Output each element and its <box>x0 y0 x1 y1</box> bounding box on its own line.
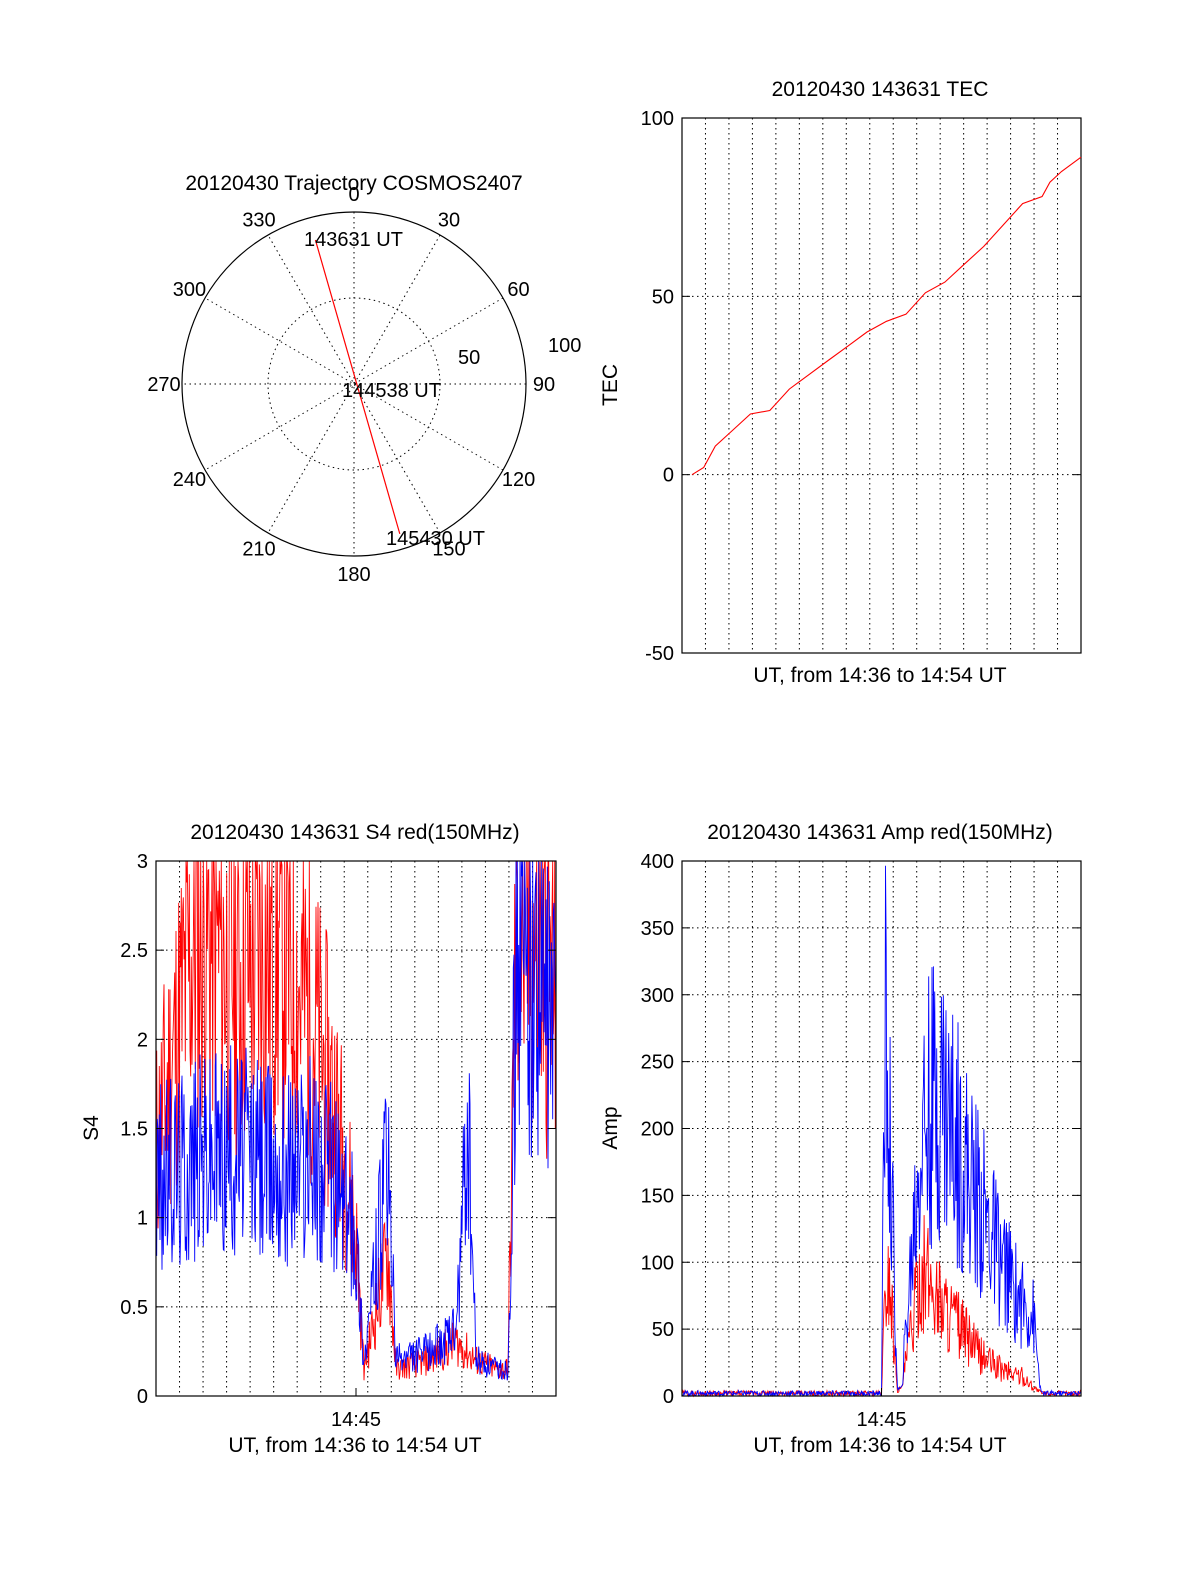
s4-ytick-label-4: 2 <box>137 1029 148 1051</box>
s4-title: 20120430 143631 S4 red(150MHz) <box>190 821 519 844</box>
s4-ytick-label-6: 3 <box>137 851 148 873</box>
polar-ring-label-50: 50 <box>458 347 480 369</box>
s4-y-ticks: 0 0.5 1 1.5 2 2.5 3 <box>120 851 556 1408</box>
polar-ring-label-100: 100 <box>548 335 581 357</box>
s4-x-ticks: 14:45 <box>331 1388 381 1431</box>
s4-series <box>155 860 557 1381</box>
amp-ytick-label-3: 150 <box>641 1185 674 1207</box>
tec-frame <box>681 117 1082 654</box>
amp-ytick-label-1: 50 <box>652 1319 674 1341</box>
amp-ytick-label-6: 300 <box>641 985 674 1007</box>
amp-series <box>681 865 1082 1398</box>
amp-ytick-label-0: 0 <box>663 1386 674 1408</box>
s4-series-1 <box>155 860 557 1381</box>
amp-x-label: UT, from 14:36 to 14:54 UT <box>753 1434 1006 1457</box>
s4-panel: 20120430 143631 S4 red(150MHz) 0 0.5 1 1.5 2… <box>80 821 557 1457</box>
amp-ytick-label-4: 200 <box>641 1119 674 1141</box>
s4-ytick-label-0: 0 <box>137 1386 148 1408</box>
polar-outer-circle <box>181 211 527 557</box>
s4-ytick-label-2: 1 <box>137 1208 148 1230</box>
amp-ytick-label-8: 400 <box>641 851 674 873</box>
tec-panel: 20120430 143631 TEC -50 0 50 100 UT, from 1… <box>599 78 1082 687</box>
polar-panel: 20120430 Trajectory COSMOS2407 0 30 60 90 12… <box>147 172 581 586</box>
s4-grid <box>156 861 556 1396</box>
polar-title: 20120430 Trajectory COSMOS2407 <box>185 172 522 195</box>
tec-y-ticks: -50 0 50 100 <box>641 108 1081 665</box>
amp-panel: 20120430 143631 Amp red(150MHz) 0 50 100 15… <box>599 821 1082 1457</box>
polar-azimuth-label-150: 150 <box>432 539 465 561</box>
polar-azimuth-label-240: 240 <box>173 469 206 491</box>
polar-azimuth-label-210: 210 <box>242 539 275 561</box>
s4-x-label: UT, from 14:36 to 14:54 UT <box>228 1434 481 1457</box>
trajectory-mid-label: 144538 UT <box>342 380 441 402</box>
s4-ytick-label-3: 1.5 <box>120 1119 148 1141</box>
tec-grid <box>682 118 1081 653</box>
amp-series-1 <box>681 865 1082 1398</box>
tec-ytick-label-2: 50 <box>652 286 674 308</box>
tec-title: 20120430 143631 TEC <box>772 78 989 101</box>
tec-ytick-label-3: 100 <box>641 108 674 130</box>
polar-azimuth-label-300: 300 <box>173 279 206 301</box>
tec-ytick-label-1: 0 <box>663 465 674 487</box>
amp-ytick-label-2: 100 <box>641 1252 674 1274</box>
polar-grid <box>182 212 526 556</box>
polar-azimuth-labels: 0 30 60 90 120 150 180 210 240 270 300 330 <box>147 184 555 586</box>
tec-series-line <box>691 156 1082 476</box>
amp-xtick-label-0: 14:45 <box>856 1409 906 1431</box>
trajectory-line <box>314 239 401 535</box>
polar-azimuth-label-0: 0 <box>348 184 359 206</box>
s4-ytick-label-1: 0.5 <box>120 1297 148 1319</box>
polar-azimuth-label-180: 180 <box>337 564 370 586</box>
polar-azimuth-label-270: 270 <box>147 374 180 396</box>
polar-azimuth-label-30: 30 <box>438 209 460 231</box>
tec-y-label: TEC <box>599 364 622 406</box>
tec-ytick-label-0: -50 <box>645 643 674 665</box>
amp-ytick-label-7: 350 <box>641 918 674 940</box>
tec-x-label: UT, from 14:36 to 14:54 UT <box>753 664 1006 687</box>
polar-azimuth-label-330: 330 <box>242 209 275 231</box>
polar-azimuth-label-60: 60 <box>507 279 529 301</box>
trajectory-end-label: 145430 UT <box>386 528 485 550</box>
amp-grid <box>682 861 1081 1396</box>
amp-title: 20120430 143631 Amp red(150MHz) <box>707 821 1053 844</box>
amp-x-ticks: 14:45 <box>856 1388 907 1431</box>
amp-y-label: Amp <box>599 1106 622 1149</box>
amp-y-ticks: 0 50 100 150 200 250 300 350 400 <box>641 851 1081 1408</box>
s4-ytick-label-5: 2.5 <box>120 940 148 962</box>
trajectory-start-label: 143631 UT <box>304 229 403 251</box>
amp-ytick-label-5: 250 <box>641 1052 674 1074</box>
s4-xtick-label-0: 14:45 <box>331 1409 381 1431</box>
s4-y-label: S4 <box>80 1115 103 1141</box>
polar-azimuth-label-90: 90 <box>533 374 555 396</box>
polar-azimuth-label-120: 120 <box>502 469 535 491</box>
